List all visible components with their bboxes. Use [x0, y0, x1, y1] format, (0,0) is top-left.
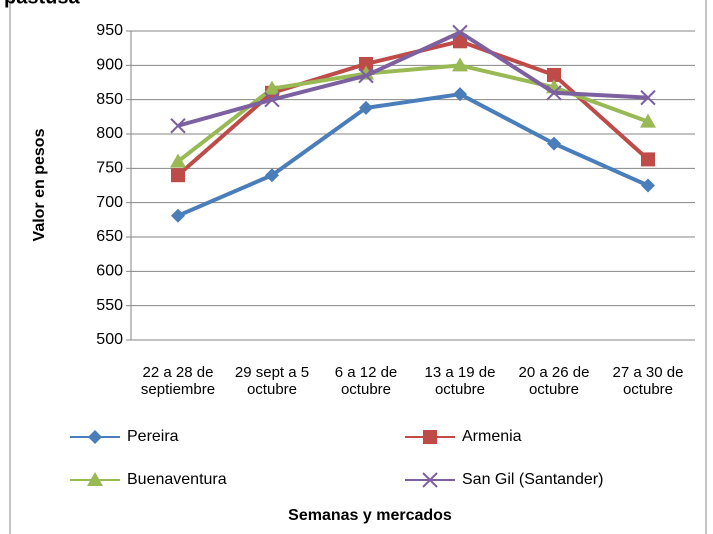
marker	[170, 118, 186, 134]
series-line	[177, 92, 649, 218]
y-tick-label: 550	[96, 297, 123, 314]
legend-label: Pereira	[127, 428, 179, 445]
marker	[547, 67, 561, 82]
marker	[547, 136, 561, 151]
chart-border	[9, 0, 707, 534]
marker	[453, 34, 467, 49]
marker	[264, 91, 280, 108]
legend-label: San Gil (Santander)	[462, 471, 603, 488]
marker	[265, 168, 279, 183]
x-axis-title: Semanas y mercados	[288, 507, 452, 524]
marker	[640, 89, 656, 106]
series-line	[177, 30, 649, 128]
marker	[88, 430, 102, 444]
marker	[264, 80, 280, 95]
marker	[453, 87, 467, 102]
marker	[452, 24, 468, 41]
marker	[641, 178, 655, 193]
x-tick-label: 22 a 28 de septiembre	[140, 364, 216, 398]
y-tick-label: 950	[96, 22, 123, 39]
y-tick-label: 650	[96, 228, 123, 245]
y-tick-label: 850	[96, 91, 123, 108]
marker	[171, 208, 185, 223]
y-tick-label: 600	[96, 263, 123, 280]
marker	[359, 100, 373, 115]
y-axis-title: Valor en pesos	[31, 128, 48, 241]
legend-label: Armenia	[462, 428, 522, 445]
y-tick-label: 750	[96, 160, 123, 177]
marker	[423, 430, 437, 444]
marker	[171, 168, 185, 183]
x-tick-label: 29 sept a 5 octubre	[234, 364, 310, 398]
y-tick-label: 500	[96, 331, 123, 348]
y-tick-label: 700	[96, 194, 123, 211]
marker	[640, 113, 656, 128]
marker	[170, 153, 186, 168]
x-tick-label: 6 a 12 de octubre	[334, 364, 398, 398]
legend-label: Buenaventura	[127, 471, 227, 488]
chart-title: pastusa	[4, 0, 80, 8]
marker	[358, 67, 374, 84]
marker	[452, 57, 468, 72]
x-tick-label: 20 a 26 de octubre	[518, 364, 590, 398]
marker	[546, 85, 562, 101]
x-tick-label: 13 a 19 de octubre	[424, 364, 496, 398]
marker	[87, 472, 103, 486]
marker	[359, 56, 373, 71]
y-tick-label: 800	[96, 125, 123, 142]
marker	[641, 152, 655, 167]
x-tick-label: 27 a 30 de octubre	[612, 364, 684, 398]
y-tick-label: 900	[96, 57, 123, 74]
marker	[422, 472, 438, 488]
